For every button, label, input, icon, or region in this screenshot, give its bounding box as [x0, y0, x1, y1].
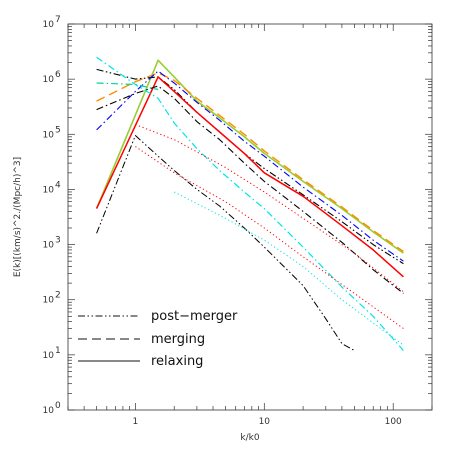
series-line-4 — [96, 70, 404, 262]
legend-label: relaxing — [151, 354, 203, 369]
y-tick-exponent: 5 — [55, 125, 61, 135]
y-tick-exponent: 4 — [55, 180, 61, 190]
y-tick-label: 10 — [43, 406, 55, 416]
plot-frame — [67, 23, 433, 411]
y-axis-label: E(k)[(km/s)^2./(Mpc/h)^3] — [13, 157, 23, 277]
y-tick-exponent: 0 — [55, 401, 61, 411]
legend-label: merging — [151, 332, 205, 347]
y-tick-label: 10 — [43, 20, 55, 30]
x-tick-label: 1 — [133, 417, 139, 427]
y-tick-exponent: 6 — [55, 70, 61, 80]
y-tick-label: 10 — [43, 75, 55, 85]
legend: post−merger merging relaxing — [78, 309, 238, 369]
x-tick-label: 100 — [385, 417, 402, 427]
series-layer — [95, 56, 404, 351]
y-tick-label: 10 — [43, 296, 55, 306]
series-line-10 — [135, 124, 404, 293]
series-line-11 — [135, 146, 404, 329]
y-tick-exponent: 7 — [55, 15, 61, 25]
x-tick-label: 10 — [259, 417, 271, 427]
series-line-12 — [173, 191, 404, 346]
series-line-2 — [96, 72, 404, 253]
y-tick-label: 10 — [43, 351, 55, 361]
x-axis-label: k/k0 — [240, 433, 259, 443]
y-tick-exponent: 1 — [55, 346, 61, 356]
y-tick-label: 10 — [43, 185, 55, 195]
axis-ticks — [67, 23, 433, 411]
y-tick-label: 10 — [43, 241, 55, 251]
series-line-9 — [96, 135, 355, 351]
series-line-6 — [96, 85, 404, 294]
series-line-1 — [95, 59, 404, 254]
y-tick-exponent: 2 — [55, 291, 61, 301]
legend-label: post−merger — [151, 309, 238, 324]
series-line-5 — [95, 76, 404, 278]
y-tick-label: 10 — [43, 130, 55, 140]
y-tick-exponent: 3 — [55, 236, 61, 246]
series-line-8 — [96, 82, 159, 91]
